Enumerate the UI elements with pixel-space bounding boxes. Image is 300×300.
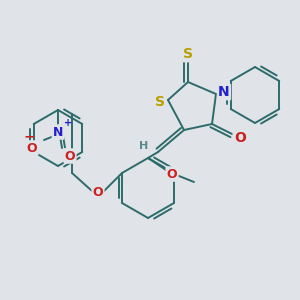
- Text: O: O: [27, 142, 37, 154]
- Text: O: O: [167, 167, 177, 181]
- Text: O: O: [65, 149, 75, 163]
- Text: S: S: [155, 95, 165, 109]
- Text: N: N: [218, 85, 230, 99]
- Text: −: −: [24, 129, 36, 143]
- Text: S: S: [183, 47, 193, 61]
- Text: O: O: [234, 131, 246, 145]
- Text: +: +: [64, 118, 72, 128]
- Text: O: O: [93, 187, 103, 200]
- Text: H: H: [140, 141, 148, 151]
- Text: N: N: [53, 125, 63, 139]
